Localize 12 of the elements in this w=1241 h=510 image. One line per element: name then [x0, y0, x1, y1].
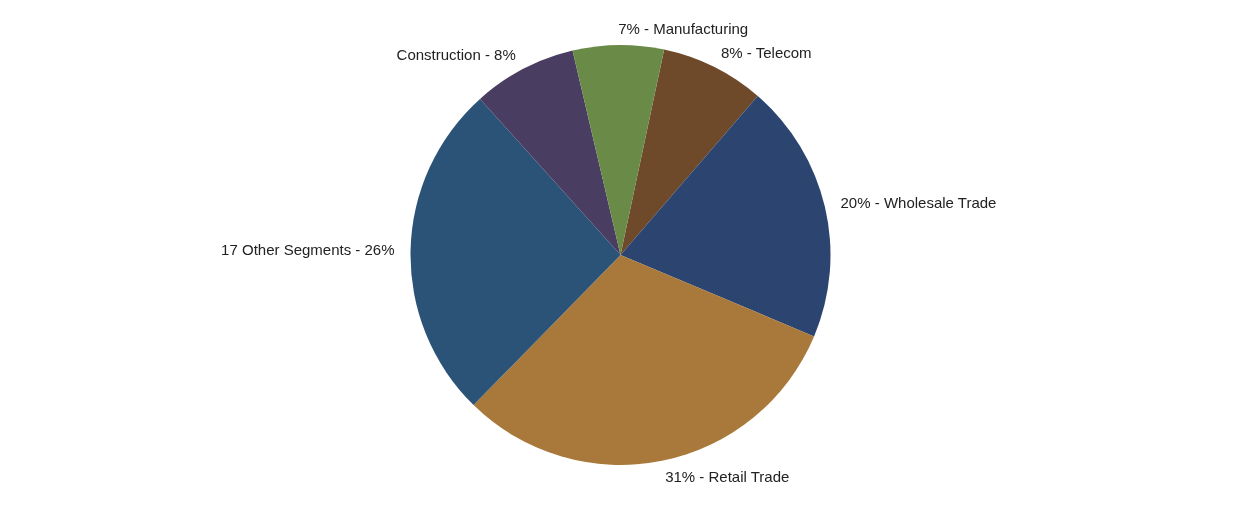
pie-slice — [620, 96, 831, 337]
slice-label: Construction - 8% — [396, 45, 516, 63]
slice-label: 20% - Wholesale Trade — [840, 194, 997, 212]
slice-label: 7% - Manufacturing — [618, 20, 749, 38]
slice-label: 8% - Telecom — [720, 43, 812, 61]
slice-label: 31% - Retail Trade — [665, 467, 790, 485]
slice-label: 17 Other Segments - 26% — [221, 241, 395, 259]
pie-slice — [473, 255, 815, 465]
pie-slice — [479, 50, 621, 255]
pie-slice — [410, 98, 621, 406]
pie-slice — [620, 49, 758, 255]
pie-slice — [572, 45, 665, 255]
